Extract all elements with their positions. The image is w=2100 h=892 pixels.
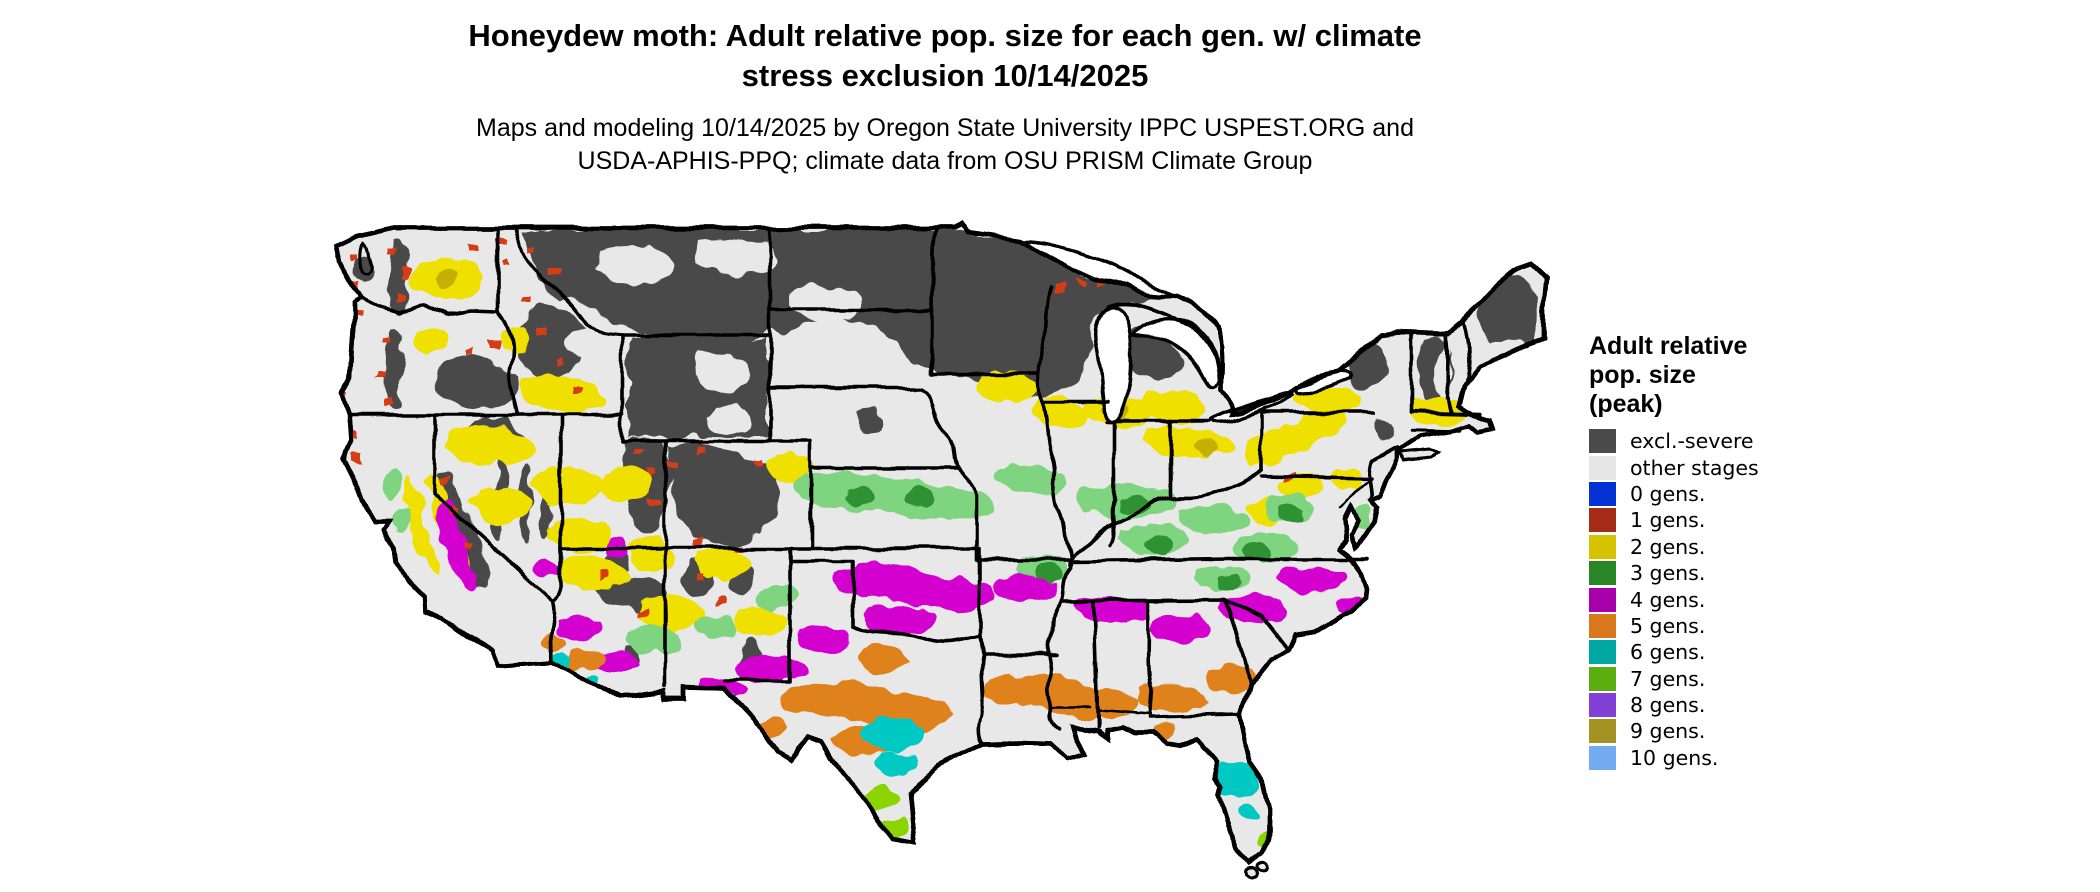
legend-swatch: [1589, 561, 1616, 586]
state-borders: [346, 226, 1482, 746]
legend-item: 7 gens.: [1589, 666, 1889, 692]
legend-item: 8 gens.: [1589, 692, 1889, 718]
legend-swatch: [1589, 587, 1616, 612]
legend-title-line2: pop. size: [1589, 361, 1696, 389]
legend-item-label: 4 gens.: [1630, 587, 1706, 612]
legend-swatch: [1589, 481, 1616, 506]
legend-item: other stages: [1589, 454, 1889, 480]
legend-swatch: [1589, 666, 1616, 691]
legend-swatch: [1589, 745, 1616, 770]
map-title: Honeydew moth: Adult relative pop. size …: [345, 16, 1545, 96]
legend-item-label: 1 gens.: [1630, 508, 1706, 533]
legend-item: 1 gens.: [1589, 507, 1889, 533]
legend-item-label: 3 gens.: [1630, 561, 1706, 586]
legend-item: 5 gens.: [1589, 613, 1889, 639]
florida-keys: [1243, 865, 1258, 878]
legend-item: 3 gens.: [1589, 560, 1889, 586]
legend-item: 6 gens.: [1589, 639, 1889, 665]
legend-item-label: 0 gens.: [1630, 481, 1706, 506]
map-subtitle-line2: USDA-APHIS-PPQ; climate data from OSU PR…: [577, 147, 1313, 175]
map-title-line1: Honeydew moth: Adult relative pop. size …: [468, 18, 1422, 53]
legend-title-line3: (peak): [1589, 390, 1663, 418]
legend-item-label: 2 gens.: [1630, 534, 1706, 559]
legend-item-label: 10 gens.: [1630, 745, 1719, 770]
legend-swatch: [1589, 508, 1616, 533]
legend-swatch: [1589, 429, 1616, 454]
population-bands: [338, 228, 1542, 862]
legend-swatch: [1589, 455, 1616, 480]
legend-item-label: excl.-severe: [1630, 429, 1754, 454]
legend-item: 0 gens.: [1589, 481, 1889, 507]
legend-swatch: [1589, 719, 1616, 744]
legend-title: Adult relative pop. size (peak): [1589, 332, 1889, 419]
legend-title-line1: Adult relative: [1589, 332, 1748, 360]
legend-item: 2 gens.: [1589, 534, 1889, 560]
legend-swatch: [1589, 534, 1616, 559]
map-title-line2: stress exclusion 10/14/2025: [741, 58, 1149, 93]
legend-item: 4 gens.: [1589, 586, 1889, 612]
legend-item-label: 6 gens.: [1630, 640, 1706, 665]
legend-item: 9 gens.: [1589, 718, 1889, 744]
legend-swatch: [1589, 693, 1616, 718]
map-subtitle-line1: Maps and modeling 10/14/2025 by Oregon S…: [476, 114, 1414, 142]
legend-item-label: 5 gens.: [1630, 613, 1706, 638]
legend-item-label: other stages: [1630, 455, 1759, 480]
legend-item: 10 gens.: [1589, 745, 1889, 771]
legend-item: excl.-severe: [1589, 428, 1889, 454]
lake-michigan: [1094, 304, 1133, 423]
legend: Adult relative pop. size (peak) excl.-se…: [1589, 332, 1889, 771]
legend-item-label: 9 gens.: [1630, 719, 1706, 744]
map-subtitle: Maps and modeling 10/14/2025 by Oregon S…: [345, 112, 1545, 178]
legend-items: excl.-severe other stages 0 gens. 1 gens. 2 …: [1589, 428, 1889, 771]
legend-item-label: 8 gens.: [1630, 693, 1706, 718]
legend-swatch: [1589, 640, 1616, 665]
legend-item-label: 7 gens.: [1630, 666, 1706, 691]
legend-swatch: [1589, 613, 1616, 638]
long-island: [1396, 448, 1442, 463]
